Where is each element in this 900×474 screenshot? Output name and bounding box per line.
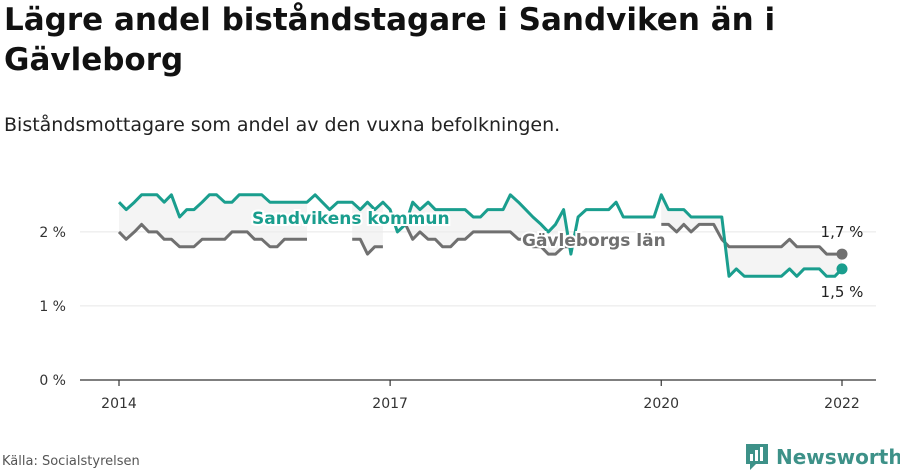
series-label-gavleborg: Gävleborgs län: [522, 231, 666, 251]
series-label-sandviken: Sandvikens kommun: [252, 209, 450, 229]
y-tick-label: 2 %: [39, 225, 66, 241]
end-label-gavleborg: 1,7 %: [821, 223, 864, 241]
series-labels: Sandvikens kommun Gävleborgs län 1,7 % 1,5 …: [250, 207, 864, 301]
series-line: [661, 222, 842, 256]
series-line: [352, 237, 383, 256]
series-line: [117, 193, 844, 278]
source-note: Källa: Socialstyrelsen: [2, 454, 140, 469]
series-line: [117, 222, 307, 249]
series-lines: [117, 193, 848, 278]
difference-fill: [352, 202, 383, 255]
difference-fill: [119, 194, 307, 247]
series-end-point: [836, 263, 848, 275]
difference-fill: [661, 194, 842, 277]
series-end-point: [836, 248, 848, 260]
brand-name: Newsworthy: [776, 445, 900, 469]
brand-logo: Newsworthy: [744, 442, 900, 472]
y-tick-label: 1 %: [39, 299, 66, 315]
x-tick-label: 2020: [643, 396, 679, 412]
chart-axes: 0 % 1 % 2 % 2014 2017 2020 2022: [39, 225, 876, 412]
series-line: [404, 223, 571, 256]
chart-subtitle: Biståndsmottagare som andel av den vuxna…: [4, 114, 561, 136]
y-tick-label: 0 %: [39, 373, 66, 389]
x-tick-label: 2022: [824, 396, 860, 412]
x-tick-label: 2017: [372, 396, 408, 412]
chart-title: Lägre andel biståndstagare i Sandviken ä…: [4, 2, 776, 78]
end-label-sandviken: 1,5 %: [821, 283, 864, 301]
x-tick-label: 2014: [101, 396, 137, 412]
newsworthy-logo-icon: [746, 444, 768, 470]
